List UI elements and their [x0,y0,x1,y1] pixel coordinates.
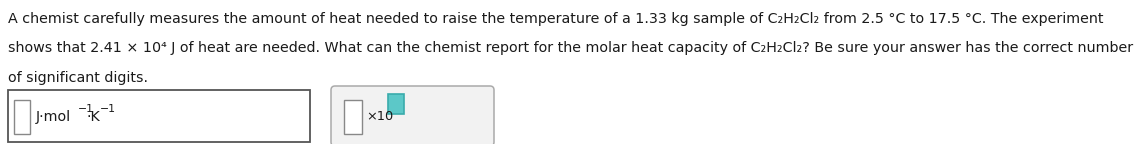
Text: ·K: ·K [87,110,101,124]
Text: A chemist carefully measures the amount of heat needed to raise the temperature : A chemist carefully measures the amount … [8,12,1104,26]
Text: ×10: ×10 [366,110,394,124]
Bar [388,94,404,114]
Text: −1: −1 [100,104,116,114]
Text: −1: −1 [78,104,94,114]
FancyBboxPatch shape [331,86,494,144]
Text: J·mol: J·mol [35,110,71,124]
Text: shows that 2.41 × 10⁴ J of heat are needed. What can the chemist report for the : shows that 2.41 × 10⁴ J of heat are need… [8,41,1133,55]
Bar [8,90,310,142]
Text: of significant digits.: of significant digits. [8,71,148,85]
Bar [14,100,30,134]
Bar [344,100,362,134]
